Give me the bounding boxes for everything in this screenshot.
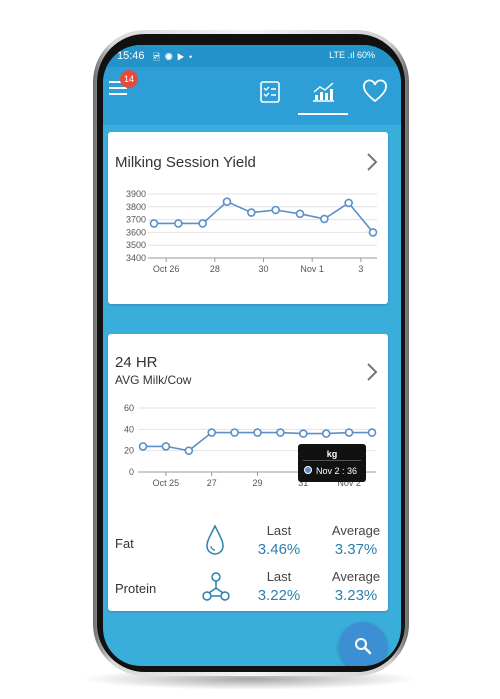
y-tick-label: 3800 <box>126 202 146 212</box>
fat-average-value: 3.37% <box>334 541 378 558</box>
data-point <box>247 208 256 217</box>
data-point <box>321 429 331 438</box>
tooltip-header: kg <box>326 449 338 459</box>
yield-chart: 3900 3800 3700 3600 3500 3400 Oct 26 28 30 Nov 1 3 <box>126 189 378 274</box>
data-point <box>368 228 378 237</box>
data-point <box>230 428 239 437</box>
search-button[interactable] <box>339 622 387 666</box>
notification-badge: 14 <box>120 70 138 88</box>
y-tick-label: 3900 <box>126 189 146 199</box>
data-point <box>222 197 232 206</box>
y-tick-label: 40 <box>124 424 134 434</box>
x-tick-label: 30 <box>258 264 268 274</box>
y-tick-label: 20 <box>124 446 134 456</box>
status-bar: 15:46 🖻 ◉ ▶ • LTE .ıl 60% <box>103 45 401 67</box>
y-tick-label: 0 <box>129 467 134 477</box>
x-tick-label: 28 <box>210 264 220 274</box>
fat-last-value: 3.46% <box>257 541 301 558</box>
menu-icon[interactable] <box>109 81 127 95</box>
y-tick-label: 3700 <box>126 215 146 225</box>
tooltip-value: Nov 2 : 36 <box>316 466 358 476</box>
data-point <box>198 219 207 228</box>
data-point <box>253 428 262 437</box>
status-time: 15:46 <box>117 50 145 62</box>
data-point <box>344 428 354 437</box>
tooltip-series-dot <box>304 466 312 474</box>
avg-milk-chart: 60 40 20 0 Oct 25 27 29 31 Nov 2 <box>124 403 377 488</box>
protein-average-heading: Average <box>331 569 381 584</box>
fat-average-heading: Average <box>331 523 381 538</box>
milking-yield-card[interactable]: Milking Session Yield 3900 3800 3700 3600 35… <box>108 132 388 304</box>
fat-label: Fat <box>115 536 134 551</box>
fat-last-heading: Last <box>266 523 292 538</box>
chevron-right-icon[interactable] <box>366 152 378 172</box>
chevron-right-icon[interactable] <box>366 362 378 382</box>
app-screen: 15:46 🖻 ◉ ▶ • LTE .ıl 60% 14 Milking Ses… <box>103 45 401 666</box>
protein-last-value: 3.22% <box>257 587 301 604</box>
x-tick-label: Nov 2 <box>337 478 361 488</box>
status-right: LTE .ıl 60% <box>329 50 375 60</box>
data-point <box>320 214 329 224</box>
molecule-icon <box>202 572 230 601</box>
x-tick-label: 3 <box>358 264 363 274</box>
heart-icon[interactable] <box>362 79 388 105</box>
app-bar: 14 <box>103 67 401 125</box>
y-tick-label: 3500 <box>126 240 146 250</box>
y-tick-label: 3400 <box>126 253 146 263</box>
x-tick-label: 29 <box>252 478 262 488</box>
data-point <box>174 219 183 228</box>
card-title: 24 HR <box>115 354 158 371</box>
y-tick-label: 3600 <box>126 227 146 237</box>
card-subtitle: AVG Milk/Cow <box>115 373 192 387</box>
chart-icon[interactable] <box>310 79 336 105</box>
x-tick-label: Oct 25 <box>153 478 180 488</box>
search-icon <box>355 638 372 655</box>
y-tick-label: 60 <box>124 403 134 413</box>
data-point <box>161 442 171 451</box>
data-point <box>271 205 280 215</box>
data-point <box>344 198 353 208</box>
checklist-icon[interactable] <box>257 79 283 105</box>
protein-average-value: 3.23% <box>334 587 378 604</box>
notification-icons: 🖻 ◉ ▶ • <box>153 52 194 62</box>
data-point <box>207 428 216 437</box>
data-point <box>138 442 148 451</box>
x-tick-label: Nov 1 <box>300 264 324 274</box>
data-point <box>149 219 159 228</box>
x-tick-label: 27 <box>207 478 217 488</box>
x-tick-label: 31 <box>298 478 308 488</box>
data-point <box>299 429 308 438</box>
x-tick-label: Oct 26 <box>153 264 180 274</box>
series-line <box>154 200 374 233</box>
protein-last-heading: Last <box>266 569 292 584</box>
protein-label: Protein <box>115 581 157 596</box>
active-tab-indicator <box>298 113 348 115</box>
droplet-icon <box>206 524 224 555</box>
chart-tooltip: kg Nov 2 : 36 <box>298 444 366 482</box>
data-point <box>184 446 194 455</box>
card-title: Milking Session Yield <box>115 154 256 171</box>
data-point <box>276 428 285 437</box>
data-point <box>295 209 305 219</box>
data-point <box>367 428 377 437</box>
